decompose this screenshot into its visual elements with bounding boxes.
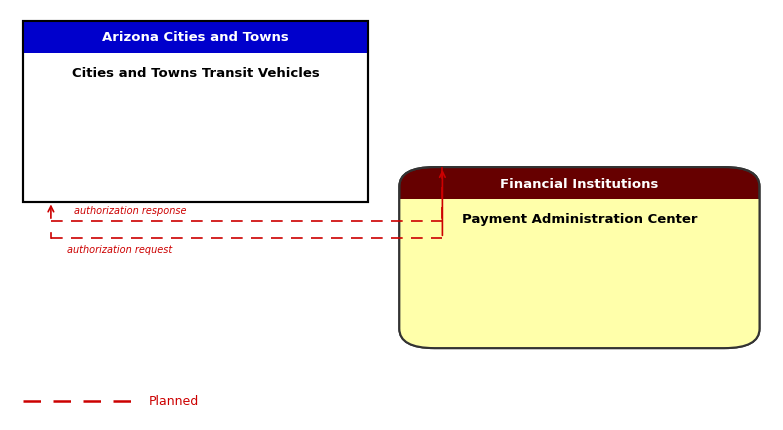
Text: authorization request: authorization request: [67, 244, 171, 254]
Bar: [23, 22, 368, 202]
Bar: [399, 200, 760, 219]
Text: authorization response: authorization response: [74, 206, 187, 216]
Text: Financial Institutions: Financial Institutions: [500, 177, 659, 190]
Bar: [23, 22, 368, 54]
Bar: [23, 22, 368, 202]
Text: Planned: Planned: [149, 394, 199, 407]
FancyBboxPatch shape: [399, 168, 760, 348]
Text: Payment Administration Center: Payment Administration Center: [462, 213, 697, 226]
Text: Cities and Towns Transit Vehicles: Cities and Towns Transit Vehicles: [72, 67, 319, 80]
Text: Arizona Cities and Towns: Arizona Cities and Towns: [103, 31, 289, 44]
FancyBboxPatch shape: [399, 200, 760, 348]
